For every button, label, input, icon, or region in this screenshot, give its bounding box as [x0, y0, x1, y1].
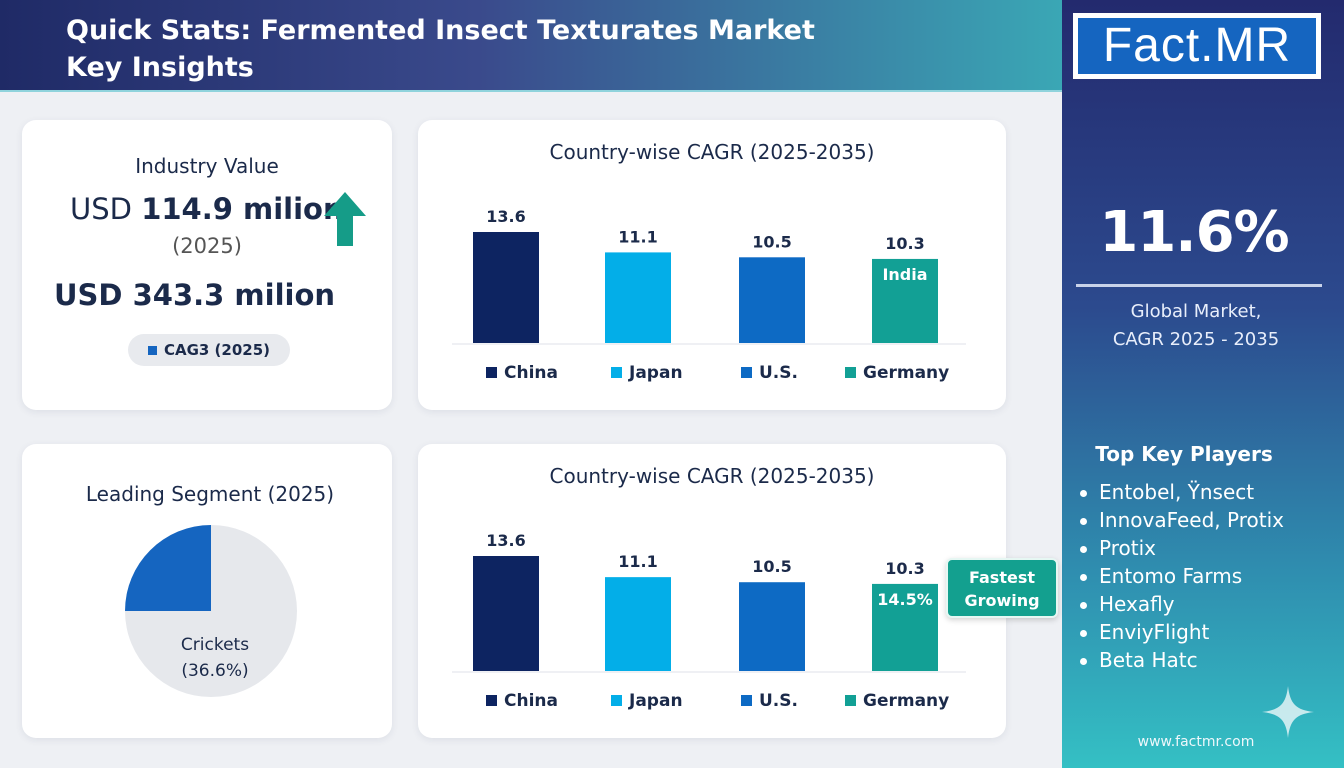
bar-value-label: 11.1 — [618, 552, 657, 571]
legend-label: Germany — [863, 363, 949, 383]
player-label: Hexafly — [1099, 592, 1175, 616]
legend-label: China — [504, 691, 558, 711]
player-item: Beta Hatc — [1080, 646, 1284, 674]
player-label: EnviyFlight — [1099, 620, 1210, 644]
legend-swatch — [486, 367, 497, 378]
bar-value-label: 13.6 — [486, 207, 525, 226]
title-line-2: Key Insights — [66, 52, 254, 83]
callout-line-2: Growing — [964, 591, 1040, 610]
industry-value-2035: USD 343.3 milion — [54, 278, 336, 312]
logo-text: Fact.MR — [1078, 18, 1316, 74]
bar-value-label: 13.6 — [486, 531, 525, 550]
segment-pie-chart — [125, 525, 297, 697]
segment-title: Leading Segment (2025) — [85, 482, 335, 506]
header-banner: Quick Stats: Fermented Insect Texturates… — [0, 0, 1062, 92]
cagr-chart-card-1: Country-wise CAGR (2025-2035) 13.6 China 1… — [418, 120, 1006, 410]
global-cagr-caption: Global Market, CAGR 2025 - 2035 — [1062, 298, 1330, 354]
bullet-icon — [1080, 546, 1087, 553]
bar-1 — [605, 252, 671, 343]
bar-value-label: 10.3 — [885, 559, 924, 578]
legend-swatch — [741, 367, 752, 378]
up-arrow-icon — [324, 192, 366, 246]
legend-label: Germany — [863, 691, 949, 711]
bullet-icon — [1080, 658, 1087, 665]
leading-segment-card: Leading Segment (2025) Crickets (36.6%) — [22, 444, 392, 738]
bar-value-label: 10.5 — [752, 232, 791, 251]
player-item: EnviyFlight — [1080, 618, 1284, 646]
cagr-bar-chart-2: 13.6 China 11.1 Japan 10.5 U.S. 10.3 14.5% Germa… — [452, 531, 966, 711]
legend-label: U.S. — [759, 691, 798, 711]
factmr-logo: Fact.MR — [1073, 13, 1321, 79]
player-item: Entomo Farms — [1080, 562, 1284, 590]
cagr-badge: CAG3 (2025) — [128, 334, 290, 366]
legend-swatch — [845, 695, 856, 706]
chart-title: Country-wise CAGR (2025-2035) — [549, 464, 875, 488]
player-item: Hexafly — [1080, 590, 1284, 618]
slice-label-line-1: Crickets — [180, 635, 250, 655]
right-panel: Fact.MR 11.6% Global Market, CAGR 2025 -… — [1062, 0, 1344, 768]
industry-value-year: (2025) — [172, 234, 242, 258]
player-label: Protix — [1099, 536, 1156, 560]
page-title: Quick Stats: Fermented Insect Texturates… — [66, 12, 966, 86]
bar-value-label: 10.5 — [752, 557, 791, 576]
bar-0 — [473, 556, 539, 671]
bar-2 — [739, 257, 805, 343]
industry-value-card: Industry Value USD 114.9 milion (2025) U… — [22, 120, 392, 410]
fastest-growing-callout: Fastest Growing — [946, 558, 1058, 618]
legend-swatch — [611, 695, 622, 706]
title-line-1: Quick Stats: Fermented Insect Texturates… — [66, 15, 815, 46]
bar-2 — [739, 582, 805, 671]
bar-3 — [872, 583, 938, 671]
square-icon — [147, 346, 157, 355]
pie-slice-1 — [125, 525, 297, 697]
caption-line-1: Global Market, — [1130, 301, 1262, 322]
legend-swatch — [611, 367, 622, 378]
bar-value-label: 11.1 — [618, 227, 657, 246]
legend-swatch — [741, 695, 752, 706]
player-item: Protix — [1080, 534, 1284, 562]
player-label: Entomo Farms — [1099, 564, 1243, 588]
bar-annotation: 14.5% — [877, 590, 933, 609]
currency-prefix: USD — [70, 192, 142, 226]
industry-value-2025: USD 114.9 milion — [70, 192, 344, 226]
badge-label: CAG3 (2025) — [163, 341, 271, 359]
caption-line-2: CAGR 2025 - 2035 — [1112, 329, 1280, 350]
bar-0 — [473, 232, 539, 343]
bullet-icon — [1080, 602, 1087, 609]
player-item: Entobel, Ÿnsect — [1080, 478, 1284, 506]
cagr-chart-card-2: Country-wise CAGR (2025-2035) 13.6 China 1… — [418, 444, 1006, 738]
bar-1 — [605, 577, 671, 671]
slice-label-line-2: (36.6%) — [181, 661, 249, 681]
player-label: Beta Hatc — [1099, 648, 1198, 672]
player-label: InnovaFeed, Protix — [1099, 508, 1284, 532]
players-list: Entobel, Ÿnsect InnovaFeed, Protix Proti… — [1080, 478, 1284, 674]
bullet-icon — [1080, 490, 1087, 497]
legend-swatch — [486, 695, 497, 706]
players-title: Top Key Players — [1095, 442, 1273, 466]
bullet-icon — [1080, 574, 1087, 581]
industry-value-title: Industry Value — [135, 154, 279, 178]
callout-line-1: Fastest — [969, 568, 1035, 587]
pie-slice-0 — [125, 525, 211, 611]
bar-annotation: India — [882, 265, 927, 284]
chart-title: Country-wise CAGR (2025-2035) — [549, 140, 875, 164]
website-url: www.factmr.com — [1137, 734, 1255, 750]
bar-value-label: 10.3 — [885, 234, 924, 253]
legend-label: Japan — [628, 363, 683, 383]
sparkle-icon — [1262, 686, 1314, 738]
legend-label: Japan — [628, 691, 683, 711]
player-label: Entobel, Ÿnsect — [1099, 480, 1255, 504]
global-cagr-value: 11.6% — [1099, 200, 1289, 265]
value-amount: 114.9 milion — [141, 192, 344, 226]
bar-3 — [872, 258, 938, 343]
cagr-bar-chart-1: 13.6 China 11.1 Japan 10.5 U.S. 10.3 India Germa… — [452, 207, 966, 383]
bullet-icon — [1080, 630, 1087, 637]
divider — [1076, 284, 1322, 287]
legend-label: U.S. — [759, 363, 798, 383]
pie-slice-label: Crickets (36.6%) — [142, 632, 288, 684]
legend-swatch — [845, 367, 856, 378]
player-item: InnovaFeed, Protix — [1080, 506, 1284, 534]
bullet-icon — [1080, 518, 1087, 525]
legend-label: China — [504, 363, 558, 383]
